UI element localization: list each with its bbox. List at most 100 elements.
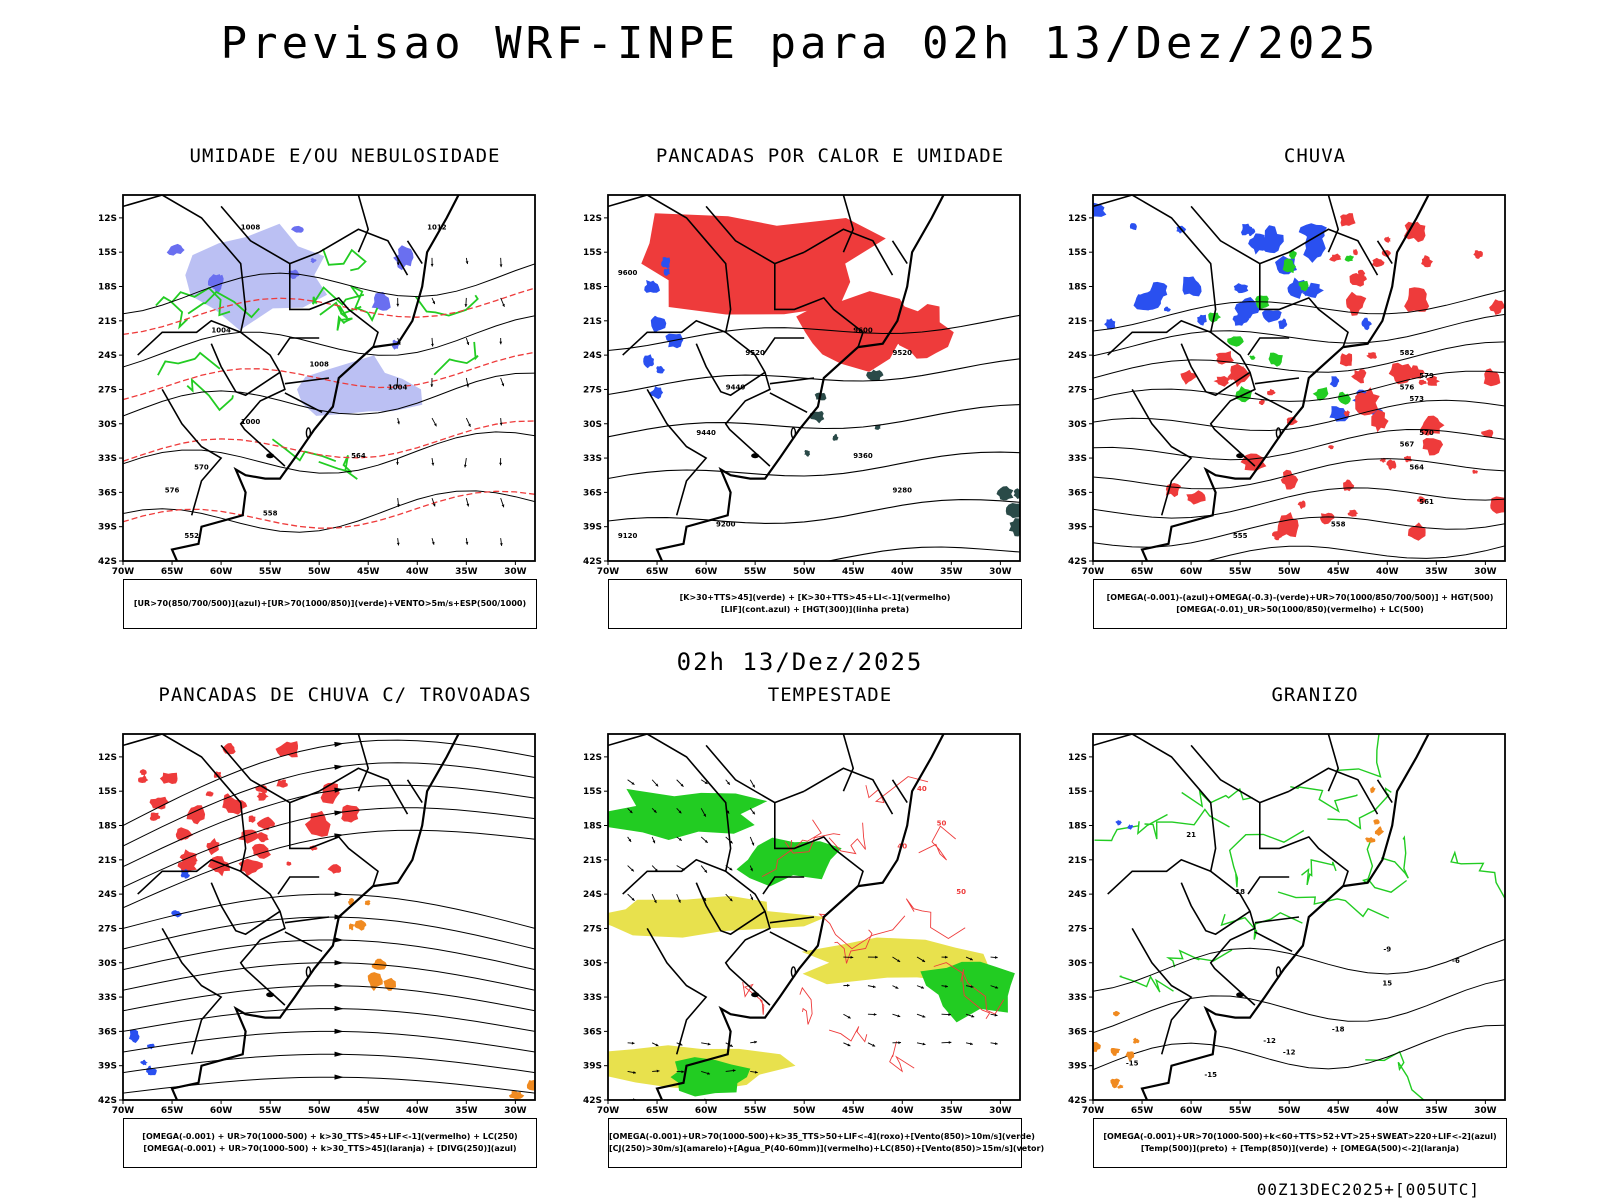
lat-tick-label: 42S bbox=[583, 557, 602, 567]
divergence-blue-area bbox=[128, 1029, 140, 1043]
rain-red-area bbox=[1186, 490, 1206, 505]
omega500-orange-area bbox=[1117, 1084, 1124, 1089]
political-border bbox=[1131, 389, 1193, 516]
lat-tick-label: 27S bbox=[98, 385, 117, 395]
omega-green-area bbox=[1227, 336, 1244, 347]
contour-label: 9520 bbox=[893, 349, 913, 357]
lc850-red-contour bbox=[761, 819, 822, 877]
main-title: Previsao WRF-INPE para 02h 13/Dez/2025 bbox=[220, 18, 1380, 69]
lc850-red-contour bbox=[960, 969, 1005, 1015]
hgt300-contour bbox=[608, 404, 1020, 438]
lon-tick-label: 70W bbox=[112, 567, 135, 577]
wind-vector-head bbox=[396, 303, 400, 307]
political-border bbox=[774, 802, 864, 887]
lagoa-dos-patos bbox=[1275, 966, 1282, 978]
wind-vector-head bbox=[922, 1042, 926, 1046]
contour-label: 567 bbox=[1400, 441, 1415, 449]
lifted-index-contour bbox=[665, 333, 684, 349]
temp850-green-contour bbox=[1094, 813, 1168, 842]
thunderstorm-red-area bbox=[139, 769, 147, 777]
thunderstorm-red-area bbox=[149, 796, 170, 810]
political-border bbox=[161, 928, 223, 1055]
rain-red-area bbox=[1421, 255, 1433, 268]
omega-blue-area bbox=[1129, 223, 1137, 231]
wind-vector-head bbox=[465, 261, 469, 264]
lifted-index-contour bbox=[649, 386, 664, 400]
panel-pancadas-calor: PANCADAS POR CALOR E UMIDADE 9600 9520 9440… bbox=[580, 145, 1080, 629]
map-umidade: 1008 101210041008100410005705765645585521… bbox=[98, 194, 536, 577]
political-border bbox=[891, 240, 908, 265]
political-border bbox=[646, 928, 708, 1055]
lon-tick-label: 55W bbox=[259, 1106, 282, 1116]
wind-vector-head bbox=[653, 900, 657, 904]
contour-label: 1004 bbox=[388, 383, 408, 391]
hgt500-contour bbox=[1093, 428, 1505, 461]
wind-vector-head bbox=[752, 784, 755, 788]
lat-tick-label: 42S bbox=[1068, 557, 1087, 567]
lat-tick-label: 27S bbox=[1068, 924, 1087, 934]
wind-vector-head bbox=[431, 541, 435, 545]
political-border bbox=[220, 744, 320, 804]
instability-verde bbox=[866, 369, 884, 381]
rain-red-area bbox=[1489, 299, 1505, 315]
lat-tick-label: 15S bbox=[1068, 787, 1087, 797]
lon-tick-label: 50W bbox=[1278, 1106, 1301, 1116]
lat-tick-label: 24S bbox=[98, 890, 117, 900]
lon-tick-label: 35W bbox=[1425, 567, 1448, 577]
contour-label: -12 bbox=[1283, 1048, 1296, 1056]
hgt500-contour bbox=[1093, 341, 1505, 379]
lagoa-dos-patos bbox=[305, 427, 312, 439]
thunderstorm-red-area bbox=[205, 791, 214, 797]
panel-title: UMIDADE E/OU NEBULOSIDADE bbox=[189, 145, 501, 167]
wind-vector-head bbox=[499, 264, 503, 268]
contour-label: 9600 bbox=[618, 269, 638, 277]
lon-tick-label: 50W bbox=[308, 567, 331, 577]
wind-vector-head bbox=[468, 423, 471, 427]
contour-label: 50 bbox=[937, 820, 947, 828]
political-border bbox=[1288, 767, 1379, 815]
contour-label: 564 bbox=[1409, 464, 1424, 472]
legend-box: [OMEGA(-0.001)+UR>70(1000-500)+k>35_TTS>… bbox=[608, 1118, 1044, 1168]
political-border bbox=[1254, 916, 1300, 924]
streamline-250 bbox=[123, 807, 535, 888]
lon-tick-label: 30W bbox=[504, 567, 527, 577]
political-border bbox=[1376, 779, 1393, 804]
political-border bbox=[1190, 744, 1290, 804]
wind-vector-head bbox=[397, 421, 400, 425]
lat-tick-label: 24S bbox=[583, 890, 602, 900]
contour-label: 558 bbox=[263, 509, 278, 517]
political-border bbox=[762, 876, 805, 895]
rain-red-area bbox=[1388, 362, 1413, 385]
thunderstorm-red-area bbox=[181, 830, 194, 840]
humidity-low-levels-contour bbox=[336, 315, 353, 331]
lat-tick-label: 21S bbox=[583, 317, 602, 327]
map-frame bbox=[1092, 733, 1506, 1101]
streamline-arrow bbox=[334, 1074, 344, 1080]
omega-blue-area bbox=[1248, 233, 1268, 255]
political-border bbox=[318, 228, 409, 276]
omega-blue-area bbox=[1163, 306, 1171, 312]
streamline-arrow bbox=[334, 810, 344, 816]
wind-vector-head bbox=[729, 1044, 733, 1047]
jet250-yellow-area bbox=[608, 895, 827, 938]
wind-vector-head bbox=[501, 383, 505, 387]
lat-tick-label: 30S bbox=[583, 959, 602, 969]
lon-tick-label: 35W bbox=[1425, 1106, 1448, 1116]
lon-tick-label: 30W bbox=[1474, 1106, 1497, 1116]
rain-red-area bbox=[1297, 500, 1306, 510]
lat-tick-label: 12S bbox=[98, 214, 117, 224]
political-border bbox=[705, 205, 805, 265]
coastline bbox=[655, 734, 945, 1100]
rain-red-area bbox=[1386, 459, 1397, 471]
temp850-green-contour bbox=[1181, 787, 1253, 808]
lat-tick-label: 27S bbox=[583, 924, 602, 934]
thickness-contour bbox=[123, 287, 535, 336]
legend-line: [Temp(500)](preto) + [Temp(850)](verde) … bbox=[1140, 1144, 1460, 1153]
lon-tick-label: 65W bbox=[161, 1106, 184, 1116]
political-border bbox=[705, 744, 805, 804]
wind-vector-head bbox=[703, 813, 706, 817]
contour-label: 15 bbox=[1382, 980, 1392, 988]
lon-tick-label: 45W bbox=[357, 567, 380, 577]
lon-tick-label: 45W bbox=[842, 1106, 865, 1116]
wind-vector-head bbox=[466, 342, 470, 345]
